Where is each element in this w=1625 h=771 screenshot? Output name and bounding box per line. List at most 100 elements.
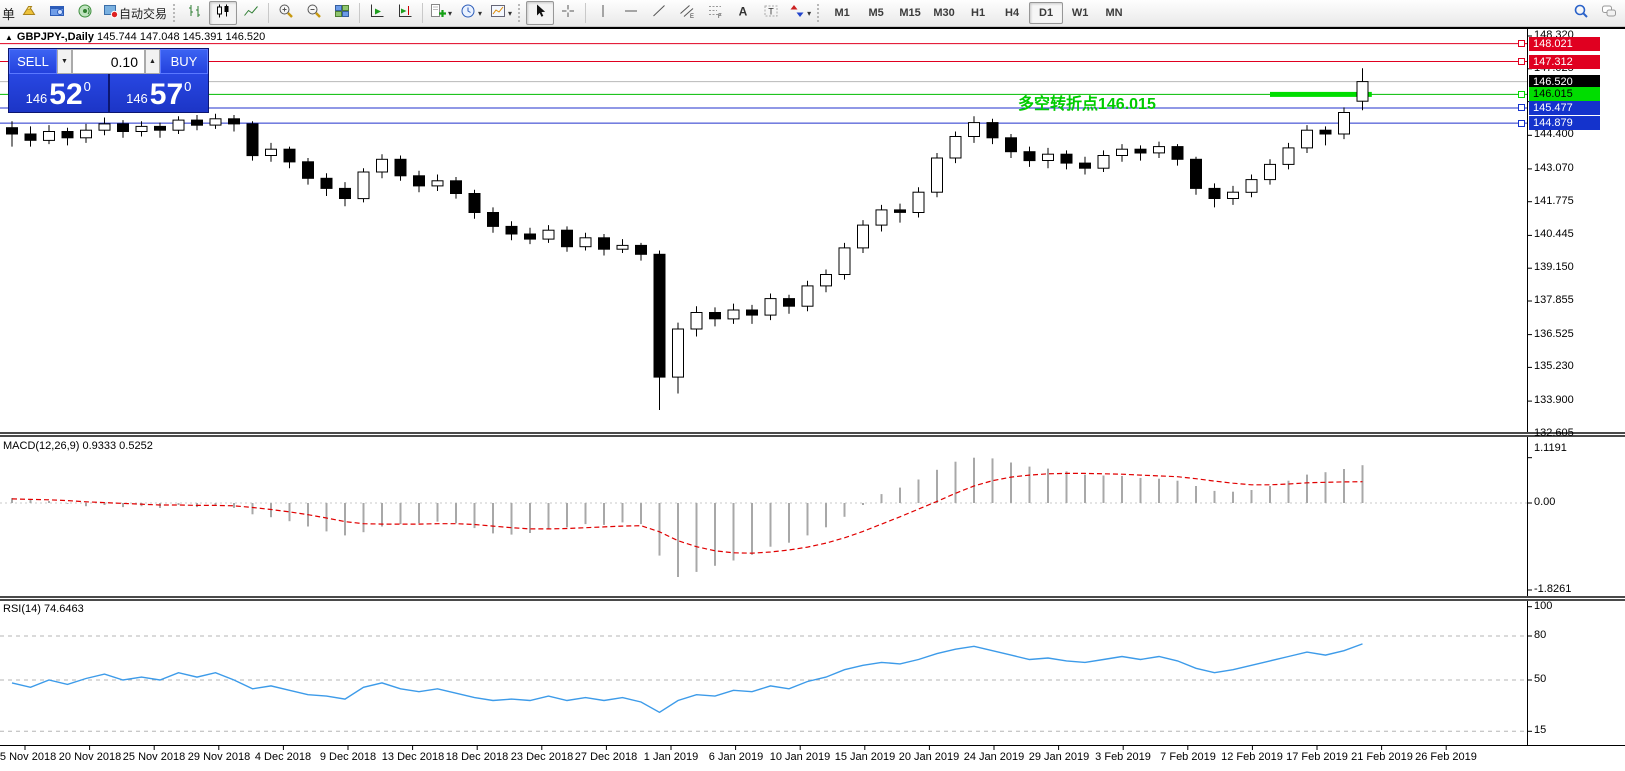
candlestick-chart-icon — [215, 3, 231, 24]
date-tick-label: 20 Jan 2019 — [898, 751, 960, 763]
date-tick-label: 25 Nov 2018 — [122, 751, 186, 763]
bar-chart-button[interactable] — [181, 1, 209, 25]
rsi-label: RSI(14) 74.6463 — [3, 603, 84, 615]
price-tick-label: 140.445 — [1534, 228, 1574, 240]
volume-input[interactable] — [72, 49, 145, 74]
line-chart-button[interactable] — [237, 1, 265, 25]
auto-scroll-button[interactable] — [363, 1, 391, 25]
templates-button[interactable]: ▾ — [486, 1, 516, 25]
pane-splitter-macd[interactable] — [0, 432, 1625, 437]
zoom-out-icon — [306, 3, 322, 24]
crosshair-tool-button[interactable] — [554, 1, 582, 25]
toolbar-separator — [422, 3, 424, 23]
svg-text:E: E — [690, 14, 694, 19]
timeframe-button-d1[interactable]: D1 — [1029, 2, 1064, 24]
periods-button[interactable]: ▾ — [456, 1, 486, 25]
macd-axis-label: 0.00 — [1534, 496, 1556, 508]
market-watch-button[interactable] — [43, 1, 71, 25]
buy-price-display[interactable]: 146 57 0 — [109, 74, 208, 112]
chart-shift-icon — [397, 3, 413, 24]
timeframe-button-w1[interactable]: W1 — [1071, 7, 1089, 19]
arrows-tool-button[interactable]: ▾ — [785, 1, 815, 25]
new-order-button[interactable] — [15, 1, 43, 25]
date-tick-label: 23 Dec 2018 — [510, 751, 574, 763]
tile-windows-icon — [334, 3, 350, 24]
autotrading-label: 自动交易 — [119, 6, 168, 21]
chart-window: ▲ GBPJPY-,Daily 145.744 147.048 145.391 1… — [0, 27, 1625, 771]
price-tick-label: 139.150 — [1534, 261, 1574, 273]
search-button[interactable] — [1567, 1, 1595, 25]
autotrading-button[interactable]: 自动交易 — [99, 1, 171, 25]
price-badge: 146.015 — [1529, 87, 1600, 101]
chart-title: ▲ GBPJPY-,Daily 145.744 147.048 145.391 1… — [5, 31, 265, 43]
date-tick-label: 24 Jan 2019 — [963, 751, 1025, 763]
date-tick-label: 10 Jan 2019 — [769, 751, 831, 763]
crosshair-icon — [560, 3, 576, 24]
buy-price-big: 57 — [149, 78, 184, 111]
line-drag-handle[interactable] — [1518, 58, 1525, 65]
vertical-line-tool-button[interactable] — [589, 1, 617, 25]
indicators-button[interactable]: ▾ — [426, 1, 456, 25]
rsi-axis-label: 100 — [1534, 600, 1553, 612]
zoom-in-icon — [278, 3, 294, 24]
sell-button[interactable]: SELL — [9, 49, 57, 74]
timeframe-button-m30[interactable]: M30 — [933, 7, 955, 19]
toolbar-grip[interactable] — [518, 4, 523, 22]
cursor-tool-button[interactable] — [526, 1, 555, 25]
zoom-out-button[interactable] — [300, 1, 328, 25]
toolbar-grip[interactable] — [173, 4, 178, 22]
price-tick-label: 143.070 — [1534, 162, 1574, 174]
chart-canvas[interactable] — [0, 27, 1625, 771]
horizontal-line-tool-button[interactable] — [617, 1, 645, 25]
cursor-icon — [532, 3, 548, 24]
text-tool-button[interactable]: A — [729, 1, 757, 25]
vertical-line-icon — [595, 3, 611, 24]
chevron-down-icon: ▾ — [478, 8, 483, 18]
zoom-in-button[interactable] — [272, 1, 300, 25]
candlestick-chart-button[interactable] — [209, 1, 238, 25]
line-drag-handle[interactable] — [1518, 120, 1525, 127]
trendline-icon — [651, 3, 667, 24]
line-drag-handle[interactable] — [1518, 40, 1525, 47]
tile-windows-button[interactable] — [328, 1, 356, 25]
pane-splitter-rsi[interactable] — [0, 596, 1625, 601]
label-tool-button[interactable]: T — [757, 1, 785, 25]
date-tick-label: 20 Nov 2018 — [58, 751, 122, 763]
signals-button[interactable] — [71, 1, 99, 25]
timeframe-button-m15[interactable]: M15 — [899, 7, 921, 19]
toolbar-grip[interactable] — [817, 4, 822, 22]
macd-axis-label: 1.1191 — [1534, 442, 1567, 454]
timeframe-group: M1 M5 M15 M30 H1 H4 D1 W1 MN — [825, 2, 1131, 24]
timeframe-button-mn[interactable]: MN — [1105, 7, 1123, 19]
timeframe-button-h1[interactable]: H1 — [971, 7, 986, 19]
chart-text-annotation[interactable]: 多空转折点146.015 — [1018, 96, 1156, 113]
collapse-marker-icon[interactable]: ▲ — [5, 33, 13, 42]
volume-increase-button[interactable]: ▲ — [145, 49, 160, 74]
date-tick-label: 17 Feb 2019 — [1286, 751, 1348, 763]
line-drag-handle[interactable] — [1518, 104, 1525, 111]
one-click-trading-panel: SELL ▼ ▲ BUY 146 52 0 146 57 0 — [8, 48, 209, 113]
trendline-tool-button[interactable] — [645, 1, 673, 25]
line-drag-handle[interactable] — [1518, 91, 1525, 98]
f​ibonacci-tool-button[interactable]: F — [701, 1, 729, 25]
fibonacci-icon: F — [707, 3, 723, 24]
sell-price-display[interactable]: 146 52 0 — [9, 74, 110, 112]
date-tick-label: 26 Feb 2019 — [1415, 751, 1477, 763]
rsi-axis-label: 15 — [1534, 724, 1547, 736]
chat-button[interactable] — [1595, 1, 1623, 25]
chart-symbol-period: GBPJPY-,Daily — [16, 31, 94, 43]
indicators-icon — [430, 3, 447, 24]
svg-text:F: F — [718, 14, 722, 19]
channel-tool-button[interactable]: E — [673, 1, 701, 25]
price-badge: 148.021 — [1529, 37, 1600, 51]
timeframe-button-m5[interactable]: M5 — [868, 7, 884, 19]
green-signal-icon — [77, 3, 93, 24]
timeframe-button-m1[interactable]: M1 — [834, 7, 850, 19]
timeframe-button-h4[interactable]: H4 — [1005, 7, 1020, 19]
chart-shift-button[interactable] — [391, 1, 419, 25]
macd-label: MACD(12,26,9) 0.9333 0.5252 — [3, 440, 153, 452]
volume-decrease-button[interactable]: ▼ — [57, 49, 72, 74]
buy-button[interactable]: BUY — [160, 49, 208, 74]
toolbar-separator — [585, 3, 587, 23]
price-badge: 147.312 — [1529, 55, 1600, 69]
